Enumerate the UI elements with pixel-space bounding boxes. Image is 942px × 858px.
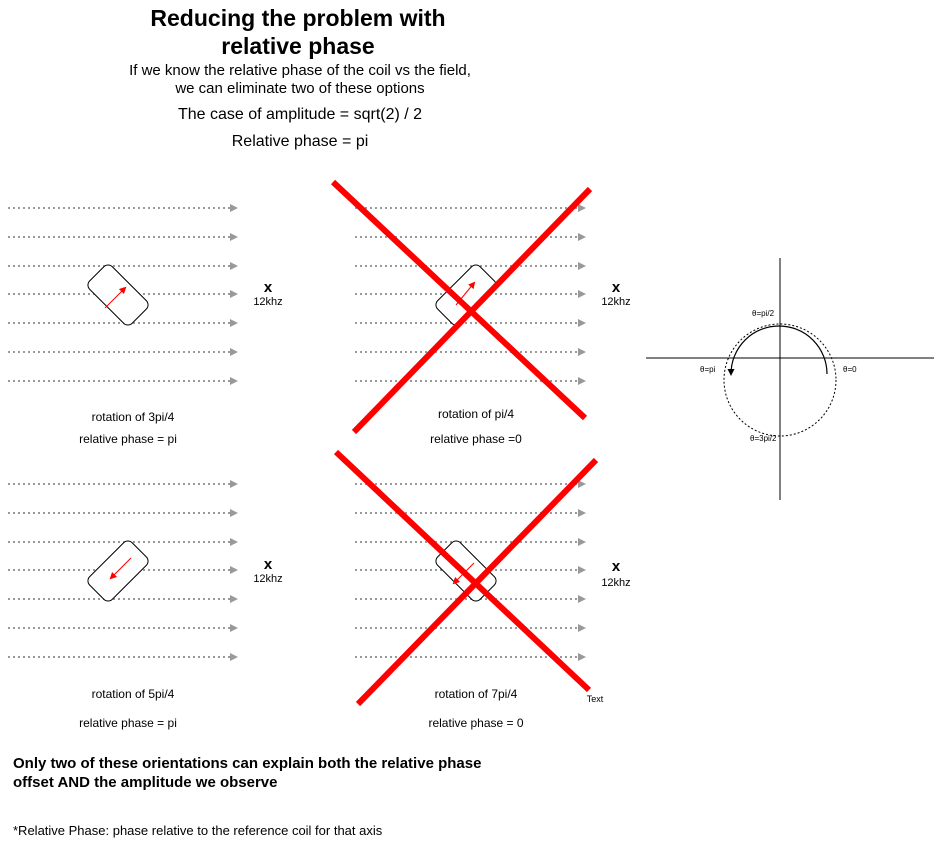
cross-panel-2 [330,179,593,435]
panel-2-rotation: rotation of pi/4 [437,407,515,421]
subtitle-line-2: we can eliminate two of these options [175,80,425,97]
panel-2-freq: 12khz [601,296,631,308]
conclusion-line-2: offset AND the amplitude we observe [13,774,278,791]
title-line-2: relative phase [221,33,375,59]
panel-1-x: x [263,279,273,296]
rotation-arc-arrow [727,325,828,376]
relative-phase-label: Relative phase = pi [231,133,369,150]
subtitle-line-1: If we know the relative phase of the coi… [129,62,471,79]
panel-4-freq: 12khz [601,577,631,589]
panel-4-x: x [611,558,621,575]
unit-circle [723,323,837,437]
panel-3-phase: relative phase = pi [79,716,177,730]
cross-stroke-4 [355,457,599,707]
footnote: *Relative Phase: phase relative to the r… [13,823,383,838]
cross-stroke-1 [330,179,588,421]
conclusion-line-1: Only two of these orientations can expla… [13,755,482,772]
unit-circle-diagram [646,258,934,500]
cross-stroke-2 [351,186,593,435]
text-placeholder-label: Text [586,694,604,704]
theta-top-label: θ=pi/2 [752,309,775,318]
panel-4-rotation: rotation of 7pi/4 [434,687,518,701]
coil-direction-arrow [104,286,127,309]
title-line-1: Reducing the problem with [150,5,446,31]
cross-panel-4 [333,449,599,707]
panel-1-rotation: rotation of 3pi/4 [91,410,175,424]
amplitude-case-label: The case of amplitude = sqrt(2) / 2 [177,106,423,123]
conclusion-text: Only two of these orientations can expla… [13,754,573,792]
page-title: Reducing the problem with relative phase [98,4,498,60]
theta-bottom-label: θ=3pi/2 [750,434,777,443]
panel-4-phase: relative phase = 0 [428,716,524,730]
coil [87,540,149,602]
panel-2-phase: relative phase =0 [430,432,522,446]
coil [87,264,149,326]
panel-1-freq: 12khz [253,296,283,308]
panel-3-freq: 12khz [253,573,283,585]
cross-stroke-3 [333,449,592,693]
panel-2-x: x [611,279,621,296]
panel-3-rotation: rotation of 5pi/4 [91,687,175,701]
panel-3-x: x [263,556,273,573]
coil-direction-arrow [109,557,132,580]
theta-right-label: θ=0 [843,365,857,374]
panel-1-phase: relative phase = pi [79,432,177,446]
theta-left-label: θ=pi [700,365,716,374]
